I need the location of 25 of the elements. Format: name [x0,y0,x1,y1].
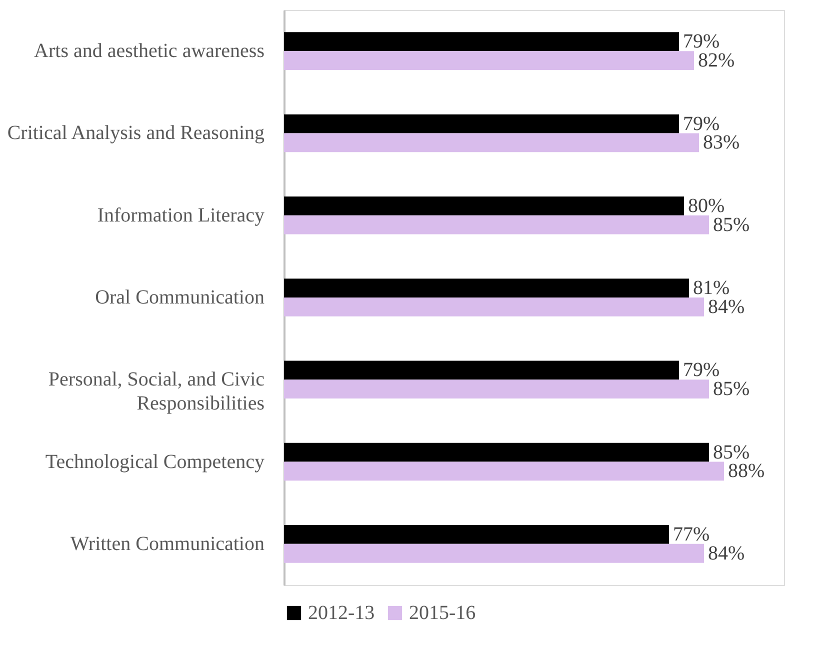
bar [284,51,694,70]
bar [284,360,679,380]
bar [284,525,669,544]
data-label: 84% [708,542,745,564]
data-label: 77% [673,523,710,546]
bar [284,298,704,316]
y-tick-label: Personal, Social, and Civic Responsibilities [48,368,265,415]
bar [284,544,704,563]
y-tick-label: Information Literacy [97,204,264,226]
bar [284,380,709,399]
y-tick-label: Arts and aesthetic awareness [34,40,265,62]
bar [284,196,684,216]
y-tick-label: Written Communication [70,532,264,555]
y-tick-label: Technological Competency [45,450,264,473]
bar [284,215,709,234]
y-tick-label: Oral Communication [95,286,264,308]
bar [284,114,679,134]
bar [284,278,689,298]
legend-label: 2012-13 [308,602,375,624]
bar [284,133,699,152]
y-tick-label: Critical Analysis and Reasoning [7,122,264,144]
legend-label: 2015-16 [409,602,476,624]
bar [284,32,679,52]
bar [284,442,709,462]
bar [284,462,724,481]
